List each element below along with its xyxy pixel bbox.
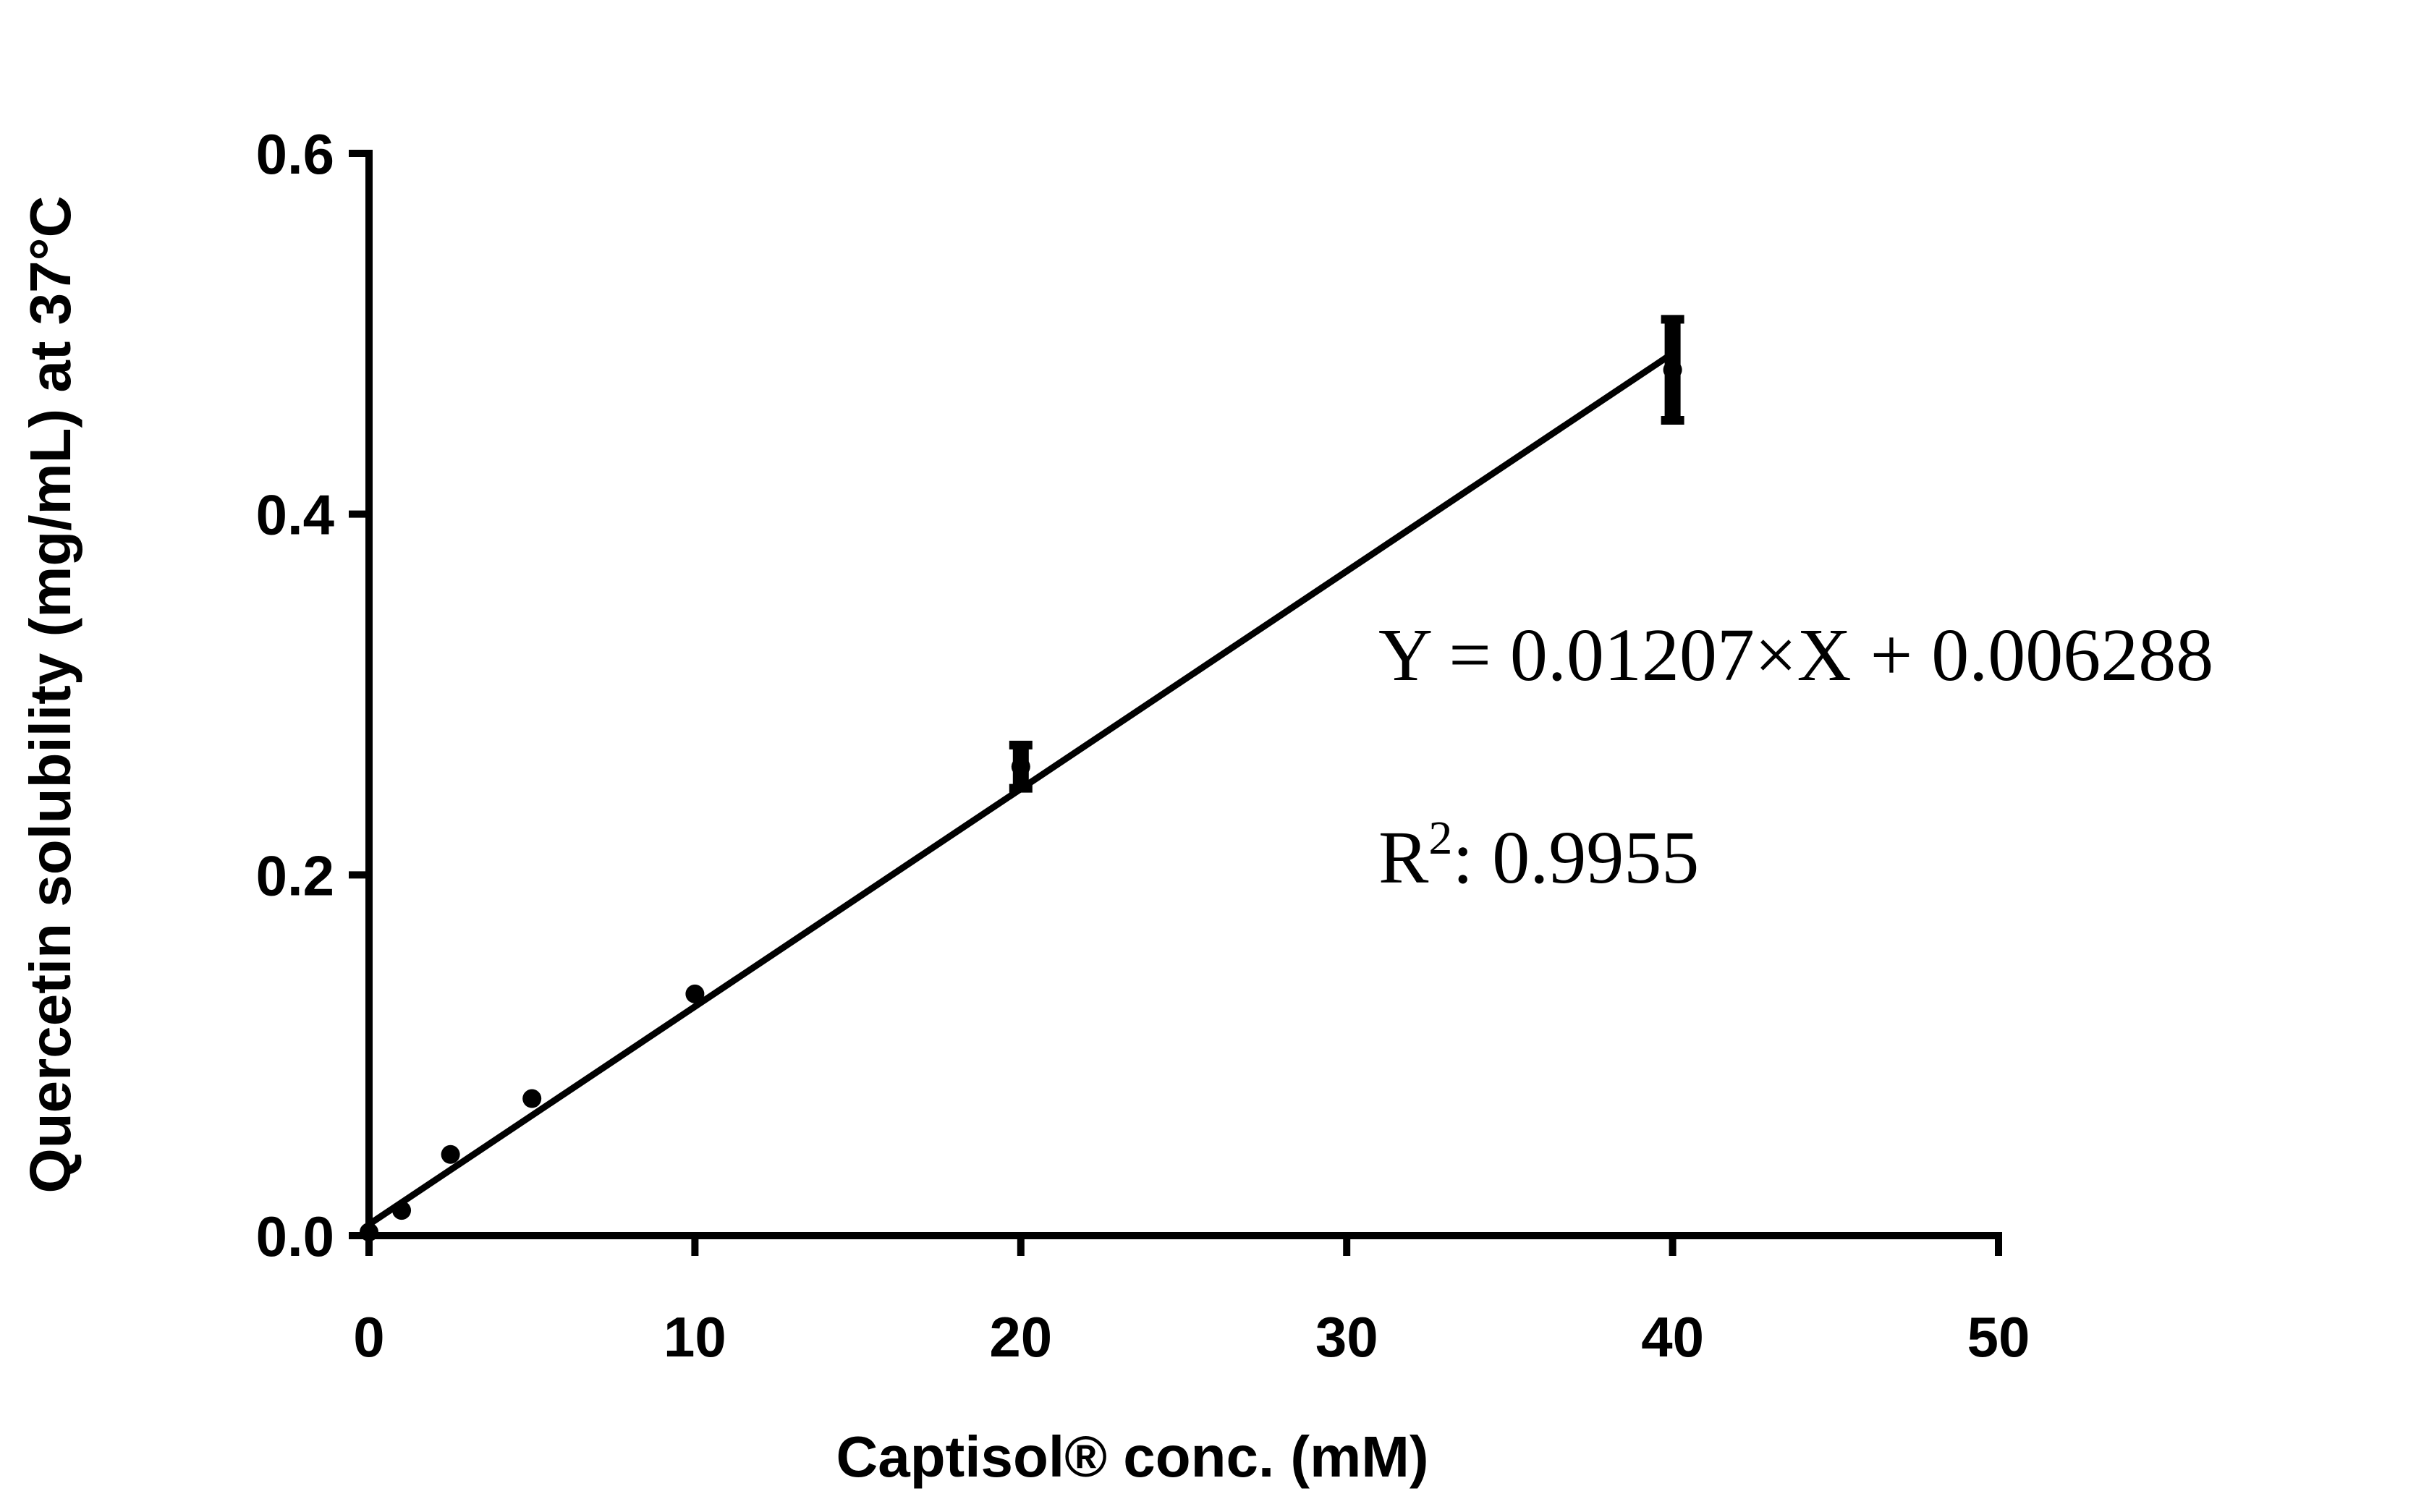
r-squared-superscript: 2	[1428, 812, 1452, 865]
x-tick-label: 20	[989, 1305, 1052, 1369]
y-tick-label: 0.0	[256, 1205, 334, 1268]
x-tick-label: 10	[664, 1305, 726, 1369]
r-squared-value: : 0.9955	[1452, 816, 1699, 899]
data-point	[392, 1201, 412, 1220]
data-point	[522, 1089, 542, 1108]
data-point	[360, 1223, 378, 1242]
data-point	[441, 1144, 460, 1164]
x-axis-title: Captisol® conc. (mM)	[836, 1424, 1429, 1489]
data-points	[360, 360, 1682, 1242]
y-tick-label: 0.2	[256, 844, 334, 907]
r-squared-annotation: R2: 0.9955	[1378, 812, 1699, 899]
r-squared-label: R	[1378, 816, 1429, 899]
error-bars	[1009, 315, 1684, 793]
y-tick-label: 0.4	[256, 483, 334, 547]
regression-equation: Y = 0.01207×X + 0.006288	[1378, 613, 2213, 697]
x-tick-label: 40	[1641, 1305, 1704, 1369]
axis-ticks: 0 10 20 30 40 50 0.0 0.2 0.4 0.6	[256, 122, 2030, 1369]
x-tick-label: 30	[1315, 1305, 1378, 1369]
x-tick-label: 0	[353, 1305, 384, 1369]
y-axis-title: Quercetin solubility (mg/mL) at 37°C	[18, 196, 82, 1194]
data-point	[1011, 757, 1030, 776]
x-tick-label: 50	[1967, 1305, 2030, 1369]
data-point	[1663, 360, 1682, 380]
data-point	[685, 984, 705, 1003]
y-tick-label: 0.6	[256, 122, 334, 186]
axes	[365, 150, 2002, 1239]
